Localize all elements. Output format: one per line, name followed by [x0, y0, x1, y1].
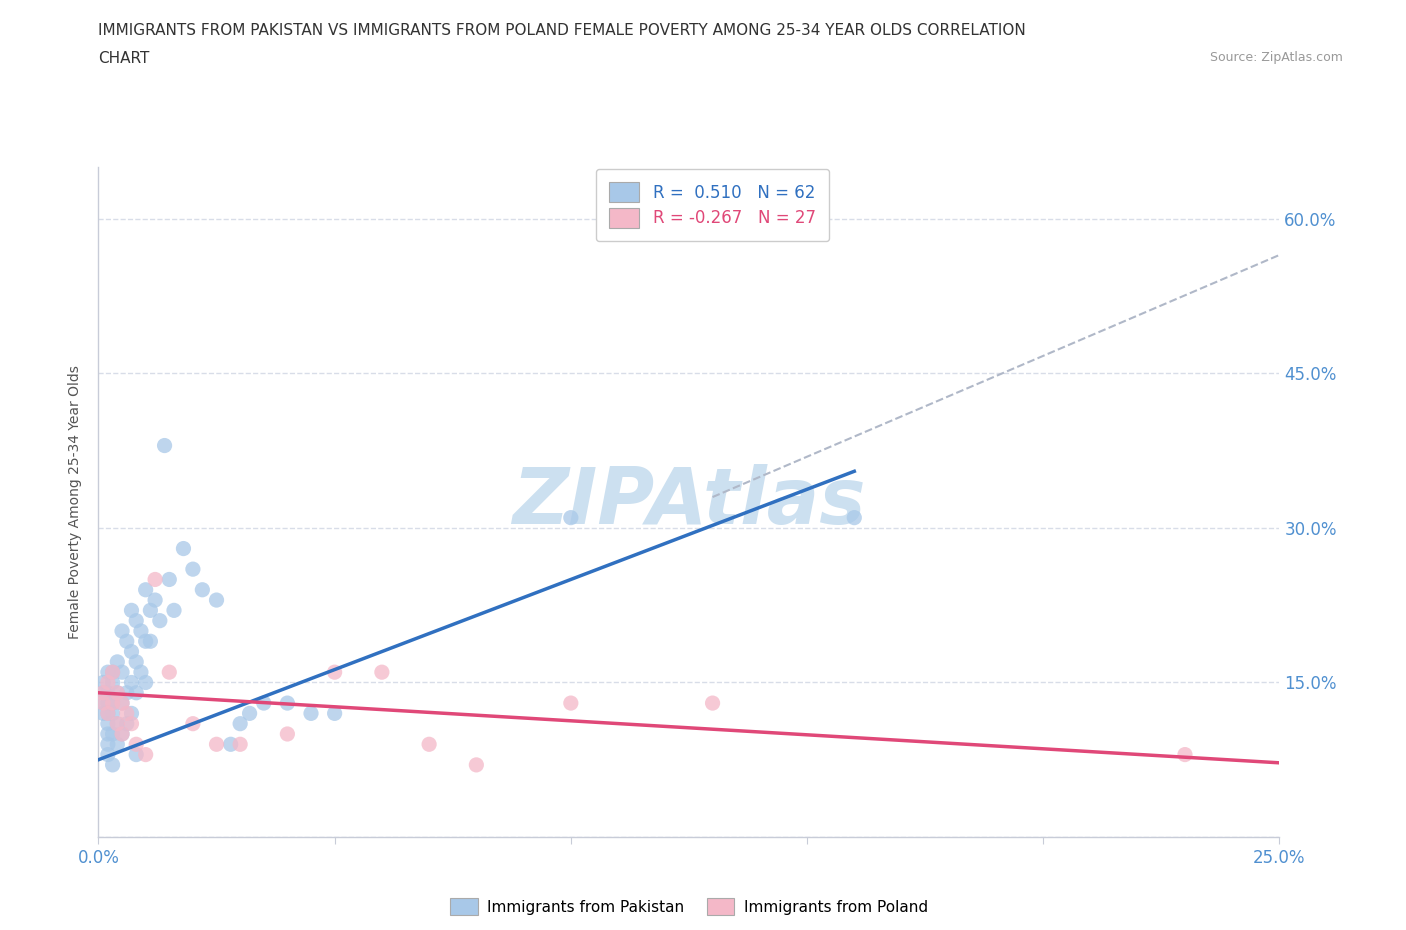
Point — [97, 716, 120, 731]
Legend: Immigrants from Pakistan, Immigrants from Poland: Immigrants from Pakistan, Immigrants fro… — [444, 892, 934, 922]
Point — [101, 665, 124, 680]
Point — [91, 675, 114, 690]
Point — [121, 716, 143, 731]
Point — [105, 655, 128, 670]
Point — [323, 706, 346, 721]
Point — [702, 696, 724, 711]
Point — [97, 747, 120, 762]
Point — [111, 726, 134, 741]
Point — [111, 623, 134, 638]
Point — [125, 685, 148, 700]
Point — [97, 737, 120, 751]
Point — [143, 572, 166, 587]
Point — [229, 716, 252, 731]
Point — [139, 603, 162, 618]
Point — [844, 511, 866, 525]
Point — [560, 511, 582, 525]
Point — [129, 623, 152, 638]
Point — [97, 696, 120, 711]
Point — [101, 696, 124, 711]
Point — [97, 706, 120, 721]
Text: Source: ZipAtlas.com: Source: ZipAtlas.com — [1209, 51, 1343, 64]
Point — [299, 706, 322, 721]
Point — [105, 737, 128, 751]
Point — [135, 582, 157, 597]
Point — [115, 716, 138, 731]
Point — [97, 706, 120, 721]
Point — [125, 655, 148, 670]
Point — [135, 675, 157, 690]
Point — [181, 716, 204, 731]
Point — [125, 613, 148, 628]
Point — [97, 665, 120, 680]
Point — [135, 747, 157, 762]
Point — [101, 696, 124, 711]
Point — [163, 603, 186, 618]
Point — [121, 644, 143, 659]
Y-axis label: Female Poverty Among 25-34 Year Olds: Female Poverty Among 25-34 Year Olds — [69, 365, 83, 639]
Point — [101, 675, 124, 690]
Point — [149, 613, 172, 628]
Point — [181, 562, 204, 577]
Point — [111, 726, 134, 741]
Text: CHART: CHART — [98, 51, 150, 66]
Point — [205, 592, 228, 607]
Point — [111, 696, 134, 711]
Point — [91, 706, 114, 721]
Point — [276, 696, 298, 711]
Point — [465, 757, 488, 772]
Point — [135, 634, 157, 649]
Point — [560, 696, 582, 711]
Point — [105, 685, 128, 700]
Point — [253, 696, 276, 711]
Point — [97, 685, 120, 700]
Point — [101, 706, 124, 721]
Point — [91, 685, 114, 700]
Text: ZIPAtlas: ZIPAtlas — [512, 464, 866, 540]
Point — [125, 737, 148, 751]
Point — [239, 706, 262, 721]
Point — [105, 716, 128, 731]
Point — [205, 737, 228, 751]
Point — [371, 665, 394, 680]
Point — [153, 438, 176, 453]
Text: IMMIGRANTS FROM PAKISTAN VS IMMIGRANTS FROM POLAND FEMALE POVERTY AMONG 25-34 YE: IMMIGRANTS FROM PAKISTAN VS IMMIGRANTS F… — [98, 23, 1026, 38]
Point — [157, 572, 180, 587]
Point — [105, 685, 128, 700]
Point — [115, 634, 138, 649]
Point — [229, 737, 252, 751]
Point — [121, 603, 143, 618]
Point — [97, 726, 120, 741]
Point — [172, 541, 194, 556]
Point — [1174, 747, 1197, 762]
Point — [125, 747, 148, 762]
Point — [323, 665, 346, 680]
Point — [97, 675, 120, 690]
Point — [219, 737, 242, 751]
Point — [91, 696, 114, 711]
Point — [129, 665, 152, 680]
Point — [418, 737, 440, 751]
Point — [115, 706, 138, 721]
Point — [111, 696, 134, 711]
Point — [91, 696, 114, 711]
Point — [101, 665, 124, 680]
Point — [101, 726, 124, 741]
Point — [115, 685, 138, 700]
Point — [121, 675, 143, 690]
Point — [139, 634, 162, 649]
Point — [91, 685, 114, 700]
Point — [121, 706, 143, 721]
Point — [276, 726, 298, 741]
Point — [143, 592, 166, 607]
Point — [105, 716, 128, 731]
Point — [157, 665, 180, 680]
Point — [101, 757, 124, 772]
Point — [191, 582, 214, 597]
Point — [111, 665, 134, 680]
